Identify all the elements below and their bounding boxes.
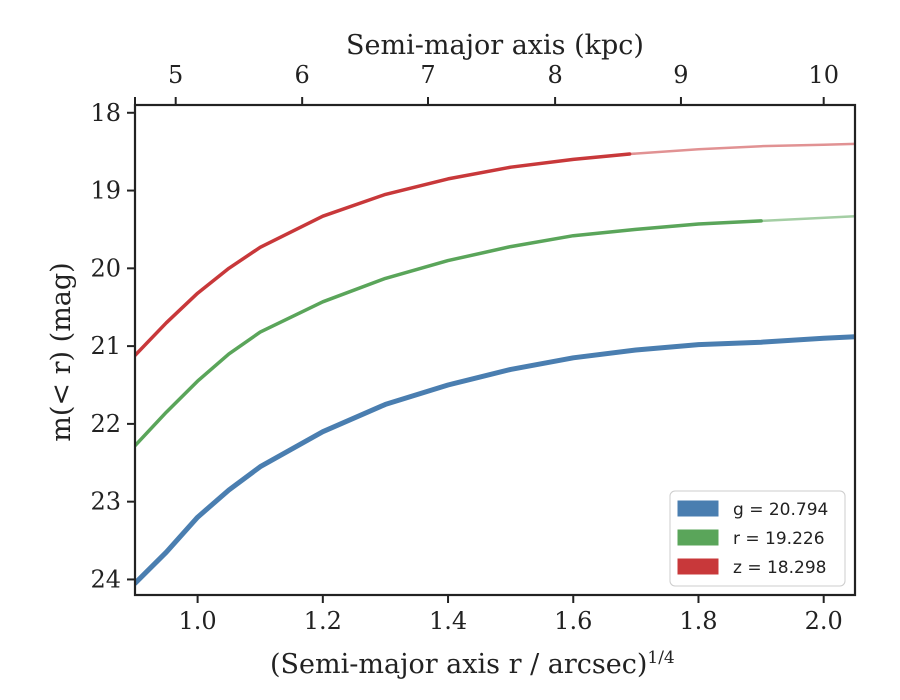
plot-area — [133, 103, 857, 597]
top-tick-label: 8 — [547, 61, 562, 89]
y-tick-label: 18 — [90, 99, 121, 127]
x-tick-label: 1.8 — [679, 607, 717, 635]
x-tick-label: 2.0 — [805, 607, 843, 635]
y-tick-label: 24 — [90, 565, 121, 593]
x-axis-title-exponent: 1/4 — [647, 648, 674, 668]
series-z-line — [135, 152, 632, 358]
top-tick-label: 7 — [420, 61, 435, 89]
y-tick-label: 19 — [90, 177, 121, 205]
x-tick-label: 1.4 — [429, 607, 467, 635]
legend-label-z: z = 18.298 — [733, 558, 826, 578]
legend: g = 20.794 r = 19.226 z = 18.298 — [669, 490, 846, 587]
series-g-line — [135, 334, 855, 586]
series-r-line — [135, 219, 763, 448]
plot-frame — [133, 103, 857, 597]
top-tick-label: 9 — [673, 61, 688, 89]
series-lines — [135, 142, 855, 586]
x-axis-title-text: (Semi-major axis r / arcsec) — [270, 649, 647, 680]
legend-swatch-z — [677, 558, 719, 575]
series-z-extrapolated-line — [628, 142, 855, 156]
x-tick-label: 1.2 — [304, 607, 342, 635]
legend-swatch-g — [677, 500, 719, 517]
top-axis-title: Semi-major axis (kpc) — [346, 30, 644, 61]
x-tick-label: 1.6 — [554, 607, 592, 635]
legend-swatch-r — [677, 529, 719, 546]
top-tick-label: 6 — [295, 61, 310, 89]
y-tick-label: 23 — [90, 488, 121, 516]
x-axis-title: (Semi-major axis r / arcsec)1/4 — [270, 648, 675, 680]
axis-ticks: 1.0 1.2 1.4 1.6 1.8 2.0 18 19 20 21 22 23 24 5 6 7 8 9 10 — [90, 61, 842, 635]
top-tick-label: 5 — [168, 61, 183, 89]
y-tick-label: 21 — [90, 332, 121, 360]
legend-label-g: g = 20.794 — [733, 500, 828, 520]
legend-label-r: r = 19.226 — [733, 529, 825, 549]
x-tick-label: 1.0 — [179, 607, 217, 635]
top-tick-label: 10 — [808, 61, 839, 89]
y-tick-label: 22 — [90, 410, 121, 438]
y-tick-label: 20 — [90, 254, 121, 282]
series-r-extrapolated-line — [759, 214, 855, 223]
y-axis-title: m(< r) (mag) — [46, 262, 77, 441]
